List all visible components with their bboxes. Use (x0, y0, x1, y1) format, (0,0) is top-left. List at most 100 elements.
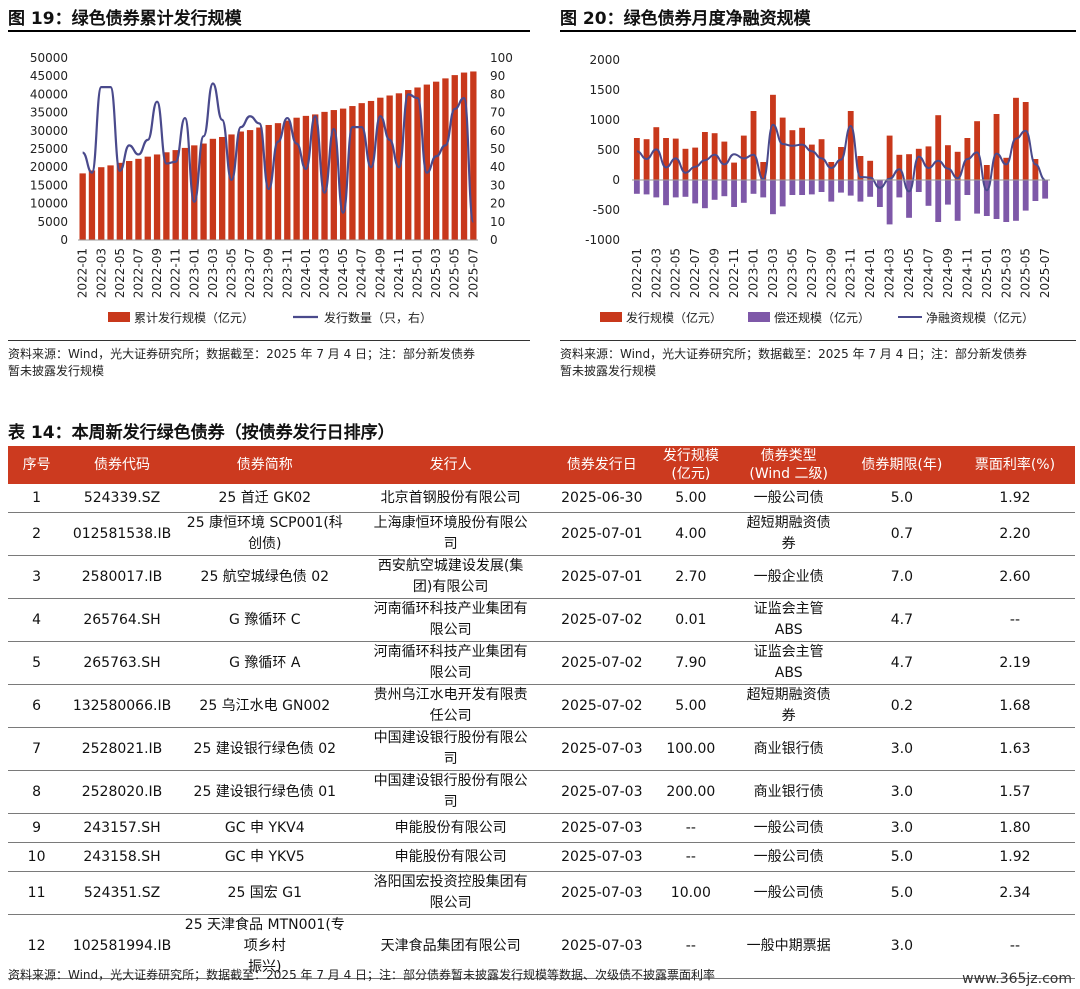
x-tick-label: 2024-09 (941, 248, 955, 298)
bar-cumulative-issuance (312, 114, 319, 240)
header-cell: 债券简称 (178, 446, 351, 484)
bar-repayment (886, 180, 893, 225)
bar-repayment (770, 180, 776, 215)
table-cell: -- (653, 813, 729, 843)
header-cell: 债券代码 (65, 446, 179, 484)
bar-cumulative-issuance (116, 162, 124, 240)
green-bond-table: 序号 债券代码 债券简称 发行人 债券发行日 发行规模 (亿元) 债券类型 (Wind 二级) 债… (8, 446, 1075, 979)
y-tick-label: 1500 (589, 83, 620, 97)
bar-repayment (974, 180, 981, 214)
table-cell: 5.0 (848, 842, 955, 872)
table-cell: 一般企业债 (728, 555, 849, 599)
table-cell: 25 国宏 G1 (178, 871, 351, 915)
legend-swatch-repayment (748, 312, 770, 322)
bar-repayment (867, 180, 874, 197)
table-cell: 一般公司债 (728, 484, 849, 513)
table-cell: 524351.SZ (65, 871, 179, 915)
y-right-tick-label: 0 (490, 233, 498, 247)
bar-repayment (711, 180, 718, 200)
x-tick-label: 2023-07 (243, 248, 257, 298)
x-tick-label: 2023-07 (805, 248, 819, 298)
fig20-bottom-rule (560, 340, 1076, 341)
fig19-chart: 0 5000 10000 15000 20000 25000 30000 35000 40000… (30, 51, 513, 325)
bar-issuance (886, 135, 893, 180)
table-cell: 7.0 (848, 555, 955, 599)
bar-cumulative-issuance (293, 117, 300, 240)
table-cell: 贵州乌江水电开发有限责 任公司 (350, 684, 551, 728)
table-cell: 中国建设银行股份有限公司 (350, 727, 551, 771)
header-cell: 序号 (8, 446, 66, 484)
line-net-financing (636, 123, 1046, 193)
table-cell: 证监会主管 ABS (728, 598, 849, 642)
x-tick-label: 2023-05 (224, 248, 238, 298)
bar-cumulative-issuance (135, 158, 142, 240)
bar-issuance (1032, 159, 1039, 180)
bar-cumulative-issuance (330, 110, 337, 240)
x-tick-label: 2025-07 (466, 248, 480, 298)
bar-issuance (1003, 157, 1010, 180)
x-tick-label: 2024-03 (318, 248, 332, 298)
x-tick-label: 2023-09 (262, 248, 276, 298)
y-left-tick-label: 50000 (30, 51, 68, 65)
table-cell: 1.57 (954, 770, 1075, 814)
y-right-tick-label: 50 (490, 142, 505, 156)
bar-issuance (653, 127, 660, 180)
bar-issuance (750, 111, 757, 180)
table-row: 4 265764.SH G 豫循环 C 河南循环科技产业集团有 限公司 2025-07-0… (8, 598, 1075, 642)
bar-issuance (799, 127, 806, 180)
bar-cumulative-issuance (209, 138, 217, 240)
bar-issuance (770, 94, 776, 180)
fig19-source-line2: 暂未披露发行规模 (8, 364, 105, 378)
bar-repayment (653, 180, 660, 198)
table-row: 1 524339.SZ 25 首迁 GK02 北京首钢股份有限公司 2025-06-30… (8, 484, 1075, 513)
x-tick-label: 2025-03 (429, 248, 443, 298)
fig20-source-line1: 资料来源：Wind，光大证券研究所；数据截至：2025 年 7 月 4 日；注：… (560, 347, 1028, 361)
bar-issuance (896, 154, 903, 180)
table-cell: 524339.SZ (65, 484, 179, 513)
header-cell: 票面利率(%) (954, 446, 1075, 484)
bar-issuance (974, 121, 981, 180)
bar-cumulative-issuance (386, 95, 393, 240)
table-row: 7 2528021.IB 25 建设银行绿色债 02 中国建设银行股份有限公司 2025… (8, 727, 1075, 771)
bar-cumulative-issuance (144, 156, 151, 240)
bar-cumulative-issuance (423, 84, 430, 241)
bar-cumulative-issuance (460, 72, 468, 240)
bar-cumulative-issuance (172, 150, 179, 240)
table-cell: 3.0 (848, 813, 955, 843)
table-cell: 1.80 (954, 813, 1075, 843)
x-tick-label: 2024-03 (883, 248, 897, 298)
table-cell: 1 (8, 484, 66, 513)
table-cell: 3.0 (848, 770, 955, 814)
fig19-top-rule (8, 30, 530, 32)
bar-repayment (1022, 180, 1029, 211)
y-right-tick-label: 70 (490, 106, 505, 120)
y-tick-label: 0 (612, 173, 620, 187)
table-cell: 6 (8, 684, 66, 728)
table-cell: 商业银行债 (728, 727, 849, 771)
table-cell: 河南循环科技产业集团有 限公司 (350, 641, 551, 685)
bar-repayment (779, 180, 786, 207)
bar-cumulative-issuance (88, 170, 96, 240)
table-source: 资料来源：Wind，光大证券研究所；数据截至：2025 年 7 月 4 日；注：… (8, 968, 716, 982)
legend-label-line: 发行数量（只，右） (324, 310, 432, 325)
table-cell: 5.00 (653, 684, 729, 728)
bar-issuance (633, 138, 640, 180)
y-right-tick-label: 20 (490, 197, 505, 211)
table-row: 11 524351.SZ 25 国宏 G1 洛阳国宏投资控股集团有 限公司 2025-07… (8, 871, 1075, 915)
table-cell: 0.2 (848, 684, 955, 728)
fig20-source-line2: 暂未披露发行规模 (560, 364, 657, 378)
x-tick-label: 2025-01 (980, 248, 994, 298)
table-cell: 3.0 (848, 727, 955, 771)
fig19-title: 图 19：绿色债券累计发行规模 (8, 9, 242, 29)
table-row: 9 243157.SH GC 申 YKV4 申能股份有限公司 2025-07-03 -- 一… (8, 813, 1075, 843)
y-left-tick-label: 45000 (30, 69, 68, 83)
table-cell: 3.0 (848, 914, 955, 979)
bar-repayment (945, 180, 951, 205)
y-tick-label: 1000 (589, 113, 620, 127)
bar-repayment (808, 180, 815, 195)
table-cell: 商业银行债 (728, 770, 849, 814)
bar-cumulative-issuance (414, 87, 421, 240)
table-row: 8 2528020.IB 25 建设银行绿色债 01 中国建设银行股份有限公司 2025… (8, 770, 1075, 814)
bar-issuance (1022, 102, 1029, 180)
table-cell: 2.20 (954, 512, 1075, 556)
